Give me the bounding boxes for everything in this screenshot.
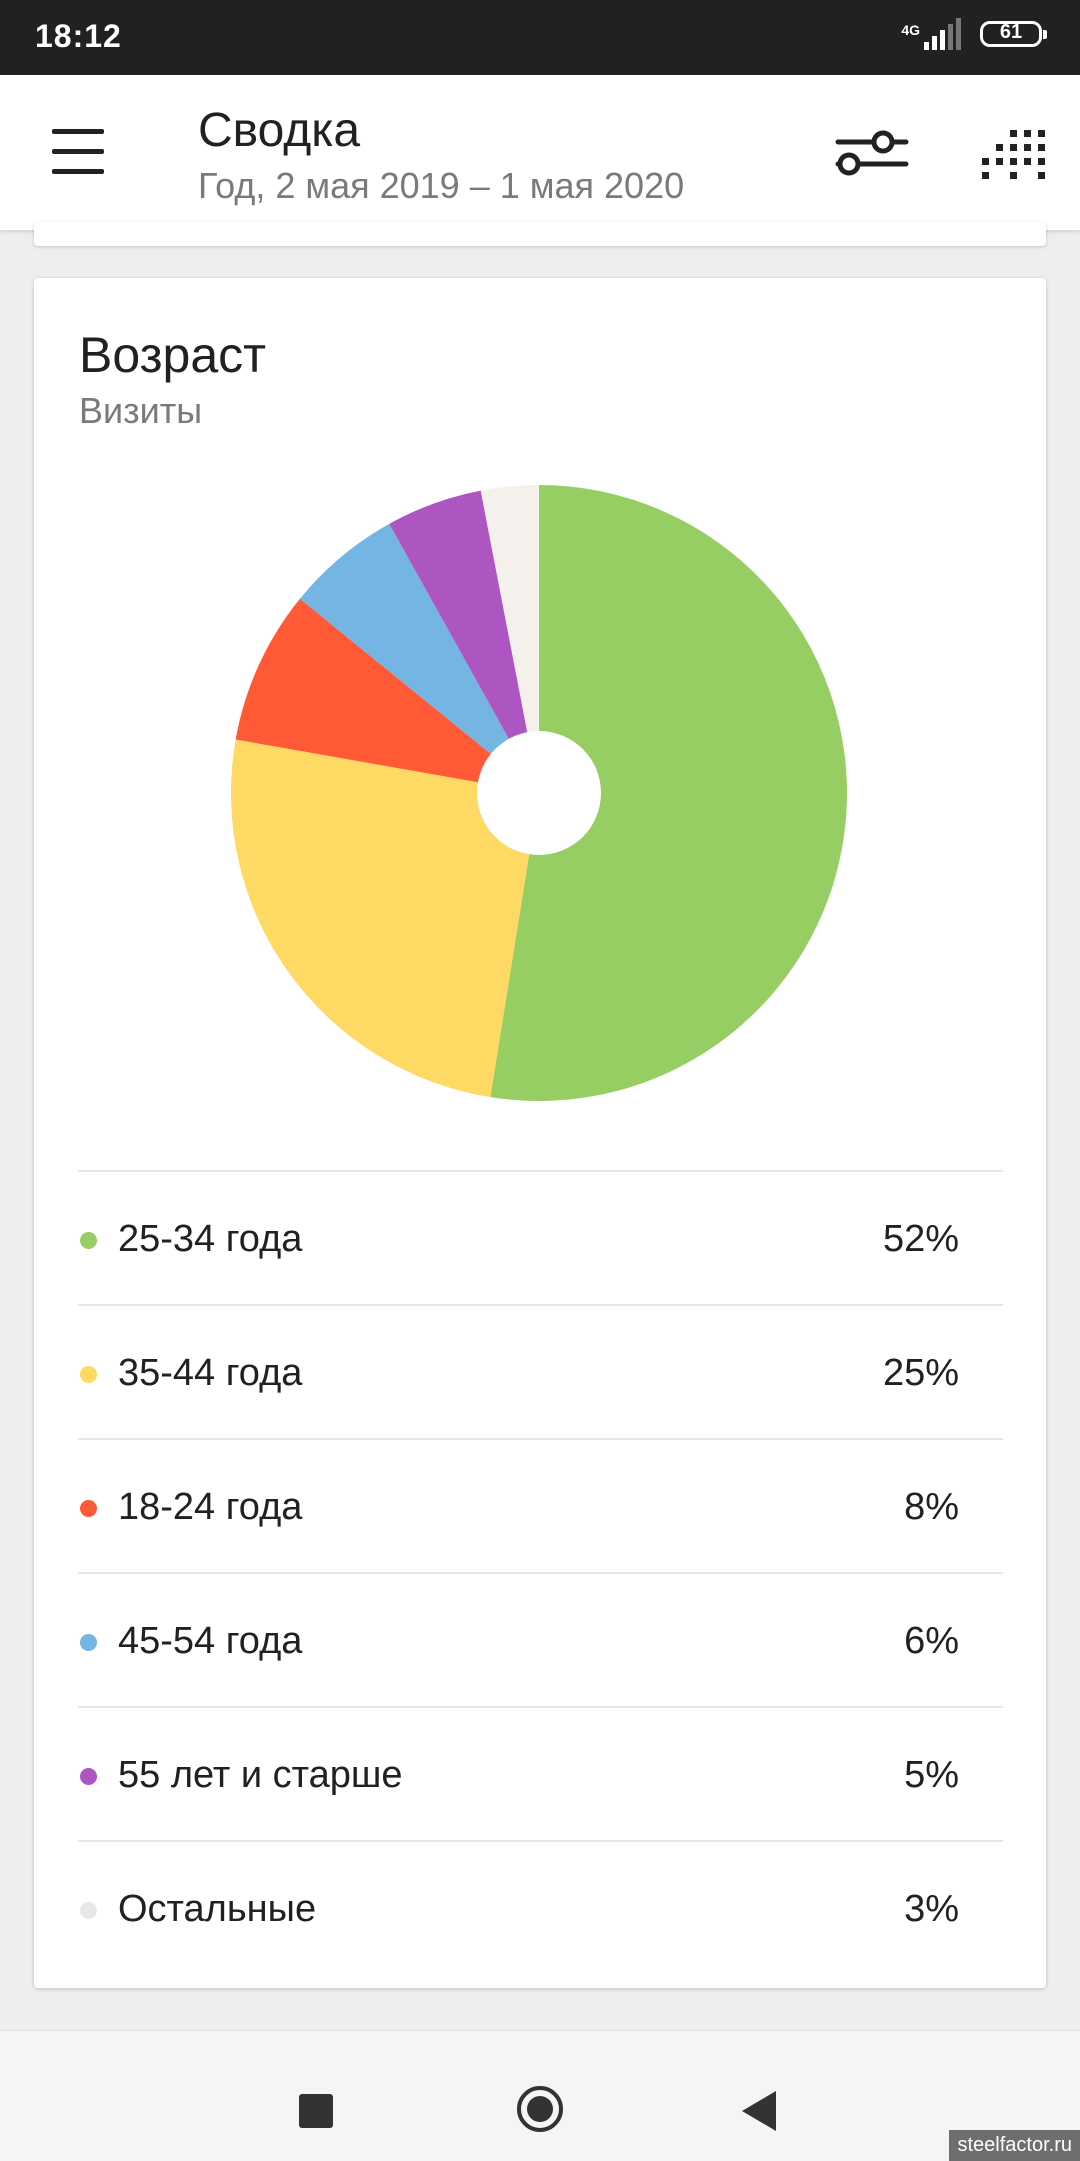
network-type: 4G (901, 22, 920, 38)
filter-button[interactable] (830, 120, 914, 186)
page-title: Сводка (198, 104, 361, 157)
recents-icon[interactable] (299, 2094, 333, 2128)
legend-row[interactable]: 45-54 года 6% (78, 1572, 1003, 1706)
back-icon[interactable] (738, 2088, 778, 2134)
pie-slice[interactable] (480, 485, 539, 793)
age-legend: 25-34 года 52% 35-44 года 25% 18-24 года 8% 45… (78, 1170, 1003, 1974)
filter-icon (835, 130, 909, 176)
status-time: 18:12 (35, 18, 122, 54)
legend-value: 6% (904, 1620, 959, 1662)
previous-card (34, 222, 1046, 246)
legend-color-dot (80, 1366, 97, 1383)
legend-color-dot (80, 1634, 97, 1651)
app-bar: Сводка Год, 2 мая 2019 – 1 мая 2020 (0, 75, 1080, 230)
legend-value: 3% (904, 1888, 959, 1930)
apps-button[interactable] (975, 120, 1055, 186)
watermark: steelfactor.ru (949, 2130, 1080, 2161)
battery-icon: 61 (980, 21, 1047, 47)
legend-label: 55 лет и старше (118, 1754, 403, 1796)
pie-slice[interactable] (490, 485, 847, 1101)
legend-value: 5% (904, 1754, 959, 1796)
legend-label: 25-34 года (118, 1218, 303, 1260)
grid-icon (982, 130, 1045, 179)
legend-row[interactable]: 35-44 года 25% (78, 1304, 1003, 1438)
navigation-bar: steelfactor.ru (0, 2030, 1080, 2161)
card-subtitle: Визиты (79, 390, 203, 431)
pie-center-hole (477, 731, 601, 855)
legend-row[interactable]: 25-34 года 52% (78, 1170, 1003, 1304)
legend-color-dot (80, 1500, 97, 1517)
legend-value: 8% (904, 1486, 959, 1528)
card-title: Возраст (79, 327, 267, 383)
home-icon[interactable] (515, 2084, 565, 2134)
pie-slice[interactable] (299, 523, 539, 793)
legend-value: 52% (882, 1218, 959, 1260)
pie-slice[interactable] (235, 598, 540, 793)
legend-color-dot (80, 1902, 97, 1919)
age-card: Возраст Визиты 25-34 года 52% 35-44 года 25… (34, 278, 1046, 1988)
age-pie-chart[interactable] (229, 483, 849, 1103)
pie-slice[interactable] (389, 490, 539, 793)
status-icons: 4G 61 (901, 18, 1047, 50)
status-bar: 18:12 4G 61 (0, 0, 1080, 75)
battery-level: 61 (999, 21, 1023, 43)
legend-row[interactable]: Остальные 3% (78, 1840, 1003, 1974)
legend-value: 25% (882, 1352, 959, 1394)
legend-label: 45-54 года (118, 1620, 303, 1662)
legend-color-dot (80, 1768, 97, 1785)
legend-label: 35-44 года (118, 1352, 303, 1394)
pie-slice[interactable] (231, 739, 539, 1098)
signal-icon (924, 18, 964, 50)
legend-label: 18-24 года (118, 1486, 303, 1528)
menu-button[interactable] (30, 117, 126, 189)
legend-label: Остальные (118, 1888, 317, 1930)
legend-row[interactable]: 55 лет и старше 5% (78, 1706, 1003, 1840)
date-range[interactable]: Год, 2 мая 2019 – 1 мая 2020 (198, 165, 685, 206)
legend-row[interactable]: 18-24 года 8% (78, 1438, 1003, 1572)
legend-color-dot (80, 1232, 97, 1249)
